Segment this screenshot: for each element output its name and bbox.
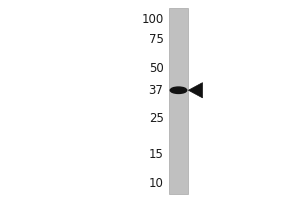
Text: 100: 100 — [141, 13, 164, 26]
Text: 25: 25 — [148, 112, 164, 125]
Text: 15: 15 — [148, 148, 164, 161]
Ellipse shape — [170, 87, 187, 93]
Bar — [169, 8, 188, 194]
Text: 10: 10 — [148, 177, 164, 190]
Text: 50: 50 — [149, 62, 164, 75]
Text: 75: 75 — [148, 33, 164, 46]
Text: 37: 37 — [148, 84, 164, 97]
Polygon shape — [188, 83, 203, 98]
